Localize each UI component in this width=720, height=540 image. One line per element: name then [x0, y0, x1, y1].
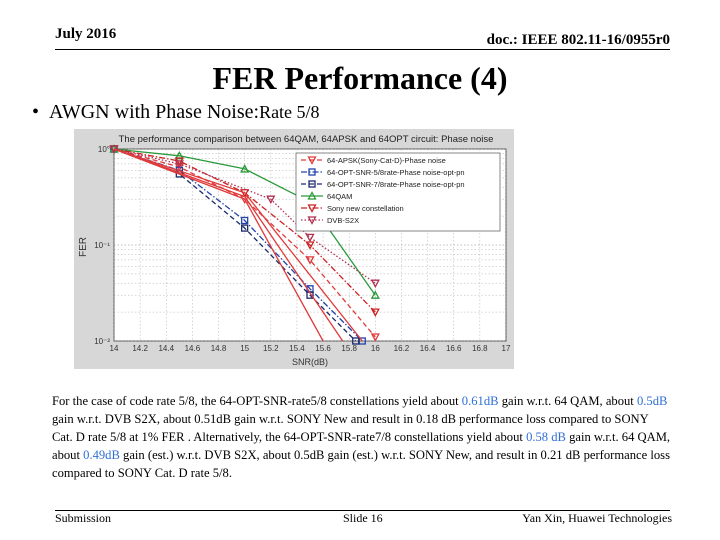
series-line [113, 148, 363, 342]
x-tick-label: 14 [110, 344, 119, 353]
series-6 [113, 148, 324, 342]
x-tick-label: 15 [240, 344, 249, 353]
para-highlight-2: 0.5dB [636, 394, 668, 408]
body-paragraph: For the case of code rate 5/8, the 64-OP… [52, 392, 672, 482]
x-tick-label: 14.8 [211, 344, 227, 353]
legend-entry: Sony new constellation [327, 204, 404, 213]
header-divider [55, 49, 670, 50]
data-point [307, 191, 317, 200]
data-point [240, 164, 250, 173]
para-highlight-3: 0.58 dB [526, 430, 566, 444]
data-point [370, 308, 380, 317]
header-doc-id: doc.: IEEE 802.11-16/0955r0 [486, 32, 670, 48]
x-tick-label: 14.4 [158, 344, 174, 353]
para-text-1: For the case of code rate 5/8, the 64-OP… [52, 394, 462, 408]
chart-legend: 64-APSK(Sony-Cat-D)-Phase noise 64-OPT-SN… [295, 152, 501, 232]
y-tick-label: 10⁻² [94, 337, 110, 346]
x-tick-label: 15.2 [263, 344, 279, 353]
para-highlight-4: 0.49dB [83, 448, 120, 462]
series-line [113, 148, 324, 342]
legend-box [295, 152, 501, 232]
bullet-line: • AWGN with Phase Noise:Rate 5/8 [32, 101, 320, 124]
x-axis-label: SNR(dB) [292, 357, 328, 367]
x-tick-label: 17 [502, 344, 511, 353]
data-point [266, 195, 276, 205]
slide-title: FER Performance (4) [212, 60, 508, 96]
series-layer [109, 144, 380, 345]
x-tick-label: 16 [371, 344, 380, 353]
footer-left: Submission [55, 511, 112, 525]
bullet-rate: Rate 5/8 [259, 102, 320, 122]
y-axis-label: FER [78, 237, 89, 257]
data-point [352, 337, 360, 345]
para-text-3: gain w.r.t. DVB S2X, about 0.51dB gain w… [52, 412, 649, 444]
legend-entry: 64-APSK(Sony-Cat-D)-Phase noise [327, 156, 446, 165]
chart-title: The performance comparison between 64QAM… [119, 134, 494, 145]
series-line [113, 148, 363, 342]
para-highlight-1: 0.61dB [461, 394, 499, 408]
data-point [307, 216, 317, 225]
axis-ticks: 14 14.2 14.4 14.6 14.8 15 15.2 15.4 15.6 15.8 16 16… [94, 145, 511, 353]
series-7 [113, 148, 344, 342]
data-point [241, 216, 249, 225]
series-line [113, 148, 376, 296]
series-line [113, 148, 344, 342]
x-tick-label: 16.6 [446, 344, 462, 353]
legend-entry: DVB-S2X [327, 216, 359, 225]
series-line [113, 148, 376, 284]
data-point [241, 224, 249, 232]
data-point [370, 333, 380, 342]
legend-entry: 64-OPT-SNR-5/8rate-Phase noise-opt-pn [327, 168, 465, 177]
data-point [308, 180, 316, 188]
data-point [370, 279, 380, 289]
x-tick-label: 14.6 [185, 344, 201, 353]
data-point [305, 256, 315, 265]
y-tick-label: 10⁻¹ [94, 241, 110, 250]
x-tick-label: 16.2 [394, 344, 410, 353]
data-point [174, 160, 184, 169]
data-point [308, 168, 316, 176]
legend-entry: 64QAM [327, 192, 352, 201]
data-point [174, 150, 184, 160]
data-point [307, 204, 317, 213]
data-point [307, 156, 317, 165]
x-tick-label: 16.4 [420, 344, 436, 353]
para-text-5: gain (est.) w.r.t. DVB S2X, about 0.5dB … [52, 448, 670, 480]
x-tick-label: 14.2 [132, 344, 148, 353]
series-line [113, 148, 357, 342]
x-tick-label: 15.8 [341, 344, 357, 353]
data-point [305, 233, 315, 243]
fer-chart-figure: The performance comparison between 64QAM… [74, 129, 514, 369]
para-text-2: gain w.r.t. 64 QAM, about [498, 394, 637, 408]
x-tick-label: 15.4 [289, 344, 305, 353]
header-date: July 2016 [55, 26, 117, 42]
fer-chart: The performance comparison between 64QAM… [74, 129, 514, 369]
footer-divider [55, 510, 670, 511]
bullet-dot-icon: • [32, 101, 40, 123]
footer-slide-number: Slide 16 [343, 511, 383, 525]
footer-right: Yan Xin, Huawei Technologies [522, 511, 672, 525]
y-tick-label: 10° [98, 145, 110, 154]
para-text-4: gain w.r.t. 64 QAM, about [52, 430, 671, 462]
series-8 [113, 148, 363, 342]
x-tick-label: 16.8 [472, 344, 488, 353]
legend-entry: 64-OPT-SNR-7/8rate-Phase noise-opt-pn [327, 180, 465, 189]
bullet-text: AWGN with Phase Noise: [49, 101, 260, 123]
data-point [370, 290, 380, 299]
x-tick-label: 15.6 [315, 344, 331, 353]
